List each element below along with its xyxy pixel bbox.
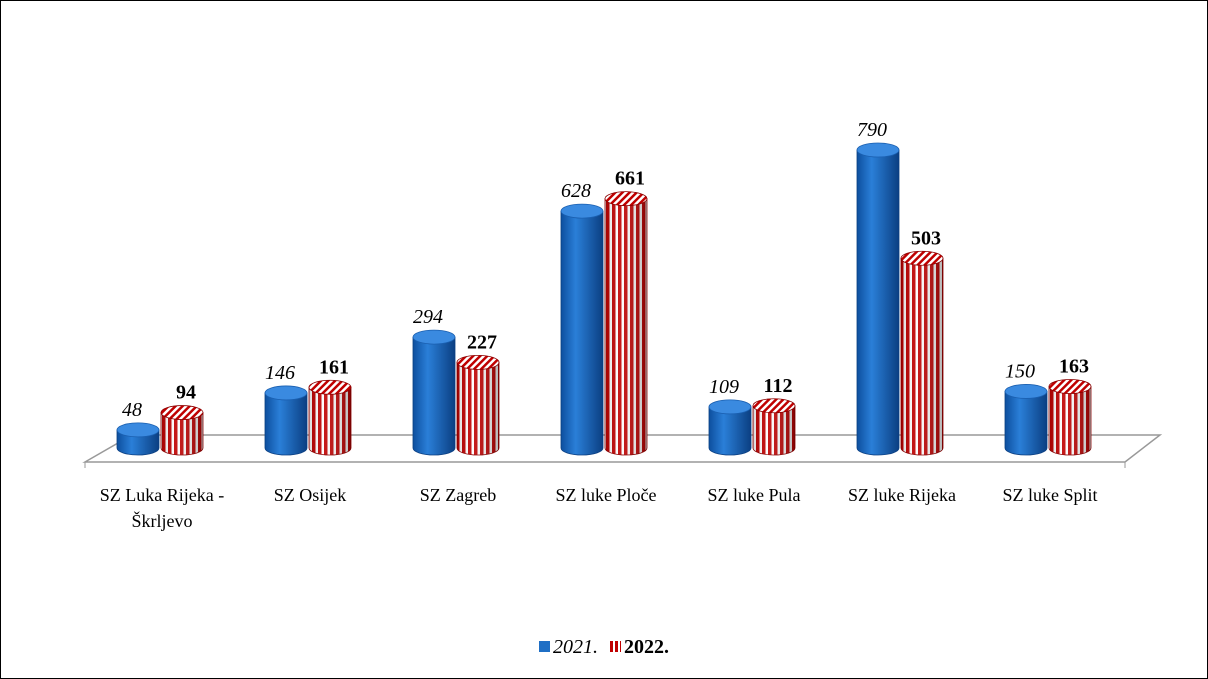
cylinder: [264, 392, 308, 456]
cylinder-top: [560, 203, 604, 219]
legend-swatch: [610, 641, 621, 652]
cylinder-top: [264, 385, 308, 401]
data-label: 628: [561, 180, 591, 202]
x-tick-label: SZ Zagreb: [419, 485, 497, 505]
cylinder-shade: [901, 258, 943, 455]
cylinder: [856, 149, 900, 456]
x-tick-label: SZ Luka Rijeka - Škrljevo: [99, 485, 225, 531]
cylinder-shade: [309, 387, 351, 455]
cylinder: [1004, 391, 1048, 456]
cylinder-top: [604, 191, 648, 207]
x-tick-label: SZ Osijek: [273, 485, 347, 505]
cylinder-top: [308, 379, 352, 395]
data-label: 227: [467, 331, 497, 353]
cylinder-top: [456, 354, 500, 370]
x-tick-label: SZ luke Rijeka: [848, 485, 956, 505]
x-tick-label: SZ luke Split: [1002, 485, 1098, 505]
cylinder-top: [708, 399, 752, 415]
legend-item: 2022.: [610, 636, 669, 658]
legend-label: 2021.: [553, 636, 598, 658]
cylinder-top: [900, 250, 944, 266]
legend-item: 2021.: [539, 636, 598, 658]
cylinder-top: [752, 398, 796, 414]
data-label: 109: [709, 376, 739, 398]
x-tick-label: SZ luke Ploče: [555, 485, 657, 505]
data-label: 161: [319, 356, 349, 378]
data-label: 94: [176, 382, 196, 404]
cylinder-top: [116, 422, 160, 438]
cylinder: [708, 406, 752, 456]
cylinder-shade: [753, 405, 795, 455]
data-label: 790: [857, 119, 887, 141]
legend-swatch: [539, 641, 550, 652]
cylinder-top: [1004, 384, 1048, 399]
data-label: 48: [122, 399, 142, 421]
legend-label: 2022.: [624, 636, 669, 658]
cylinder-top: [160, 405, 204, 420]
cylinder-top: [412, 329, 456, 345]
cylinder-shade: [161, 412, 203, 455]
cylinder-shade: [457, 362, 499, 455]
legend: 2021. 2022.: [0, 636, 1208, 659]
data-label: 503: [911, 227, 941, 249]
cylinder-shade: [605, 198, 647, 455]
cylinder-shade: [1049, 386, 1091, 455]
data-label: 294: [413, 306, 443, 328]
data-label: 150: [1005, 360, 1035, 382]
data-label: 661: [615, 168, 645, 190]
data-label: 112: [764, 375, 793, 397]
data-label: 146: [265, 362, 295, 384]
data-label: 163: [1059, 356, 1089, 378]
cylinder-top: [1048, 379, 1092, 394]
x-tick-label: SZ luke Pula: [707, 485, 801, 505]
cylinder: [412, 336, 456, 456]
cylinder: [560, 210, 604, 456]
cylinder-top: [856, 142, 900, 158]
